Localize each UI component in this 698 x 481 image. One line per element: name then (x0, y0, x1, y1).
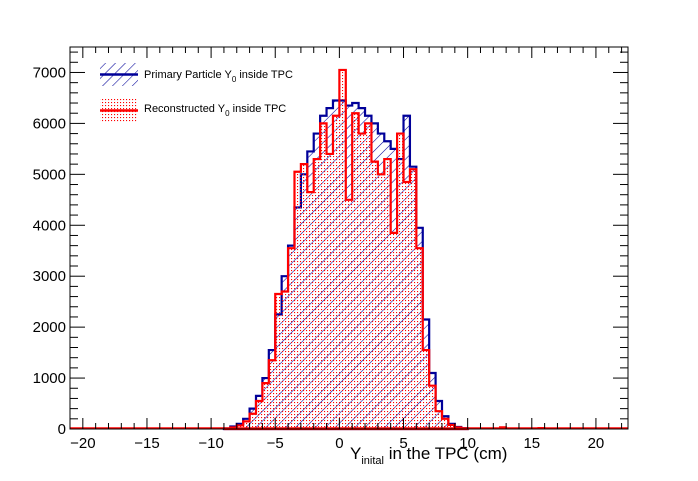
plot-area (69, 46, 629, 431)
x-axis-title: Yinital in the TPC (cm) (350, 444, 507, 467)
series-1-outline (223, 68, 469, 431)
y-tick-label: 0 (58, 421, 66, 438)
x-tick-label: −15 (134, 435, 159, 452)
x-tick-label: 15 (523, 435, 540, 452)
x-tick-label: −20 (70, 435, 95, 452)
x-tick-label: 0 (335, 435, 343, 452)
y-tick-label: 1000 (33, 370, 66, 387)
y-tick-label: 3000 (33, 268, 66, 285)
x-tick-label: −5 (267, 435, 284, 452)
legend: Primary Particle Y0 inside TPC Reconstru… (100, 63, 293, 122)
x-tick-label: −10 (198, 435, 223, 452)
series-1-fill (223, 69, 468, 430)
y-tick-label: 7000 (33, 64, 66, 81)
y-tick-label: 4000 (33, 217, 66, 234)
tick-labels: −20 −15 −10 −5 0 5 10 15 20 0 1000 2000 3000 4000 5000… (33, 64, 605, 452)
y-tick-label: 2000 (33, 319, 66, 336)
plot-frame (69, 46, 629, 430)
x-tick-label: 20 (588, 435, 605, 452)
legend-entry-reco: Reconstructed Y0 inside TPC (144, 103, 286, 118)
legend-entry-primary: Primary Particle Y0 inside TPC (144, 69, 293, 84)
x-tick-label: 10 (459, 435, 476, 452)
y-tick-label: 6000 (33, 115, 66, 132)
axis-ticks (70, 47, 628, 430)
y-tick-label: 5000 (33, 166, 66, 183)
x-tick-label: 5 (399, 435, 407, 452)
